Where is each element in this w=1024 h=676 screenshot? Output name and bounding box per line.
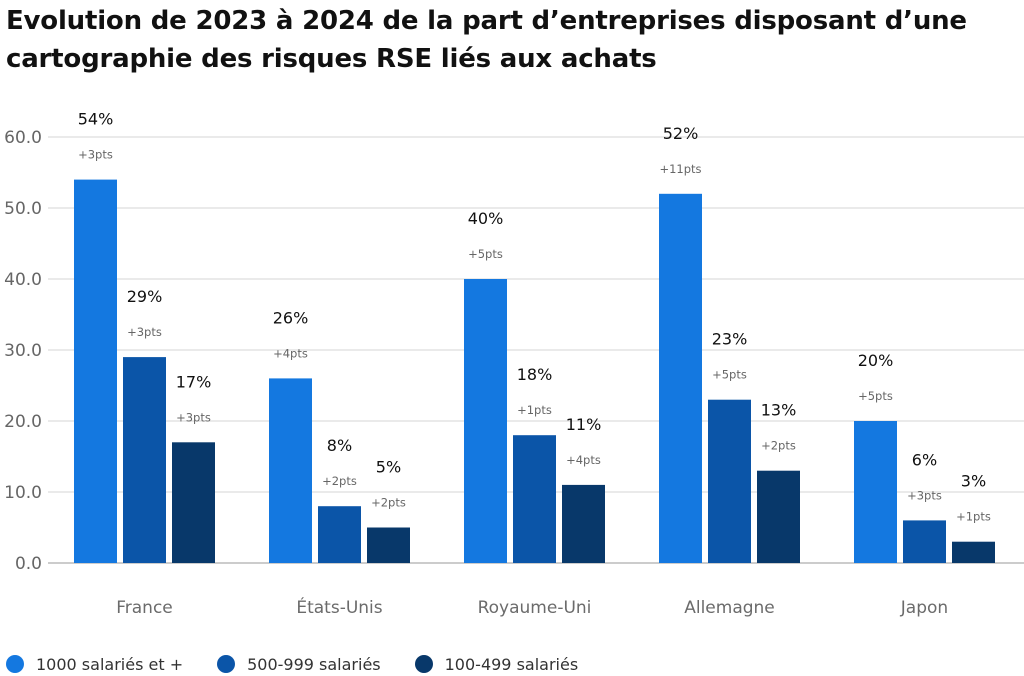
data-label: 26% (273, 308, 309, 327)
bar (269, 378, 312, 563)
y-tick-label: 60.0 (4, 128, 42, 148)
category-label: Japon (900, 598, 948, 618)
legend-item-500-999: 500-999 salariés (217, 655, 381, 674)
legend-label-1000-plus: 1000 salariés et + (36, 654, 184, 674)
bar (952, 541, 995, 563)
delta-label: +1pts (956, 510, 991, 524)
bar (513, 435, 556, 563)
category-label: Allemagne (684, 598, 775, 618)
delta-label: +2pts (761, 439, 796, 453)
legend: 1000 salariés et + 500-999 salariés 100-… (6, 652, 612, 676)
bar-chart: 0.0 10.0 20.0 30.0 40.0 50.0 60.0 54% +3pts 29% +3… (4, 110, 1024, 618)
data-label: 54% (78, 110, 114, 129)
bar (903, 520, 946, 563)
delta-label: +5pts (712, 368, 747, 382)
bar (562, 484, 605, 563)
data-label: 23% (712, 330, 748, 349)
data-label: 17% (176, 372, 212, 391)
delta-label: +4pts (566, 453, 601, 467)
bar (318, 506, 361, 563)
category-label: France (116, 598, 173, 618)
delta-label: +4pts (273, 346, 308, 360)
delta-label: +3pts (176, 410, 211, 424)
data-label: 52% (663, 124, 699, 143)
legend-item-100-499: 100-499 salariés (414, 654, 579, 674)
category-label: États-Unis (296, 596, 382, 618)
legend-swatch-500-999 (217, 655, 236, 673)
delta-label: +1pts (517, 403, 552, 417)
data-label: 13% (761, 401, 797, 420)
bar (708, 399, 751, 563)
category-label: Royaume-Uni (478, 598, 592, 618)
bar (659, 193, 702, 564)
delta-label: +2pts (322, 474, 357, 488)
delta-label: +3pts (127, 325, 162, 339)
data-label: 18% (517, 365, 553, 384)
delta-label: +2pts (371, 496, 406, 510)
legend-label-500-999: 500-999 salariés (247, 654, 381, 674)
delta-label: +5pts (468, 247, 503, 261)
data-label: 40% (468, 209, 504, 228)
chart-title: Evolution de 2023 à 2024 de la part d’en… (6, 6, 967, 74)
legend-item-1000-plus: 1000 salariés et + (6, 655, 183, 674)
legend-label-100-499: 100-499 salariés (444, 654, 579, 674)
delta-label: +5pts (858, 389, 893, 403)
bar (74, 179, 117, 563)
delta-label: +11pts (659, 162, 701, 176)
legend-swatch-1000-plus (6, 655, 24, 673)
legend-swatch-100-499 (414, 655, 433, 673)
data-label: 11% (566, 415, 602, 434)
y-tick-label: 50.0 (4, 199, 42, 219)
data-label: 6% (912, 450, 937, 469)
data-label: 20% (858, 351, 894, 370)
data-label: 29% (127, 287, 163, 306)
bar (367, 527, 410, 563)
y-tick-label: 30.0 (4, 341, 42, 361)
y-tick-label: 20.0 (4, 412, 42, 432)
bar (464, 279, 507, 563)
bar (854, 421, 897, 563)
y-tick-label: 0.0 (15, 554, 42, 574)
data-label: 3% (961, 472, 986, 491)
data-label: 5% (376, 458, 401, 477)
y-tick-label: 40.0 (4, 270, 42, 290)
delta-label: +3pts (907, 488, 942, 502)
bar (172, 442, 215, 563)
delta-label: +3pts (78, 148, 113, 162)
bar (757, 470, 800, 563)
data-label: 8% (327, 436, 352, 455)
bar (123, 357, 166, 563)
y-tick-label: 10.0 (4, 483, 42, 503)
